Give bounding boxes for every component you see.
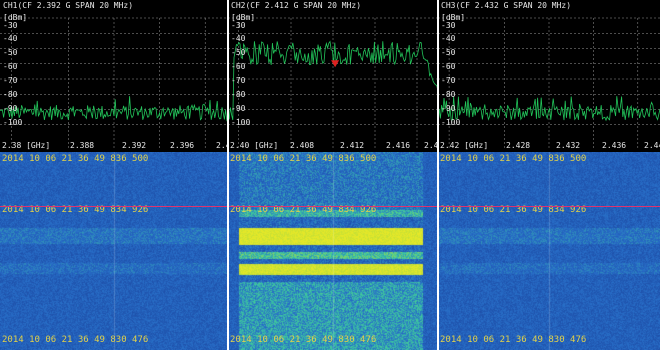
channel-header-ch3: CH3(CF 2.432 G SPAN 20 MHz) — [441, 1, 572, 10]
timestamp-top: 2014 10 06 21 36 49 836 500 — [440, 154, 587, 164]
y-tick-label: -80 — [441, 90, 456, 99]
y-tick-label: -30 — [3, 21, 18, 30]
spectrum-trace-ch3 — [438, 17, 660, 148]
y-tick-label: -40 — [231, 34, 246, 43]
spectrum-trace-line — [228, 40, 438, 121]
channel-panel-ch3: CH3(CF 2.432 G SPAN 20 MHz) [dBm] -30 -4… — [438, 0, 660, 350]
channel-panel-ch1: CH1(CF 2.392 G SPAN 20 MHz) [dBm] -30 -4… — [0, 0, 228, 350]
channel-header-ch2: CH2(CF 2.412 G SPAN 20 MHz) — [231, 1, 362, 10]
timestamp-top: 2014 10 06 21 36 49 836 500 — [2, 154, 149, 164]
y-tick-label: -90 — [3, 104, 18, 113]
y-tick-label: -70 — [441, 76, 456, 85]
x-tick-label: 2.408 — [290, 141, 315, 150]
waterfall-ch1[interactable]: 2014 10 06 21 36 49 836 500 2014 10 06 2… — [0, 152, 228, 350]
y-tick-label: -60 — [231, 62, 246, 71]
timestamp-middle: 2014 10 06 21 36 49 834 926 — [2, 205, 149, 215]
waterfall-canvas-ch2 — [228, 152, 438, 350]
x-tick-label: 2.412 — [340, 141, 365, 150]
y-unit-label: [dBm] — [3, 13, 28, 22]
timestamp-bottom: 2014 10 06 21 36 49 830 476 — [2, 335, 149, 345]
channel-header-ch1: CH1(CF 2.392 G SPAN 20 MHz) — [3, 1, 134, 10]
spectrum-trace-line — [438, 96, 660, 122]
x-tick-label: 2.42 [GHz] — [440, 141, 489, 150]
y-unit-label: [dBm] — [441, 13, 466, 22]
y-unit-label: [dBm] — [231, 13, 256, 22]
y-tick-label: -90 — [441, 104, 456, 113]
waterfall-reference-line — [0, 206, 660, 207]
x-tick-label: 2.38 [GHz] — [2, 141, 51, 150]
waterfall-ch2[interactable]: 2014 10 06 21 36 49 836 500 2014 10 06 2… — [228, 152, 438, 350]
y-tick-label: -40 — [441, 34, 456, 43]
y-tick-label: -100 — [231, 118, 251, 127]
x-tick-label: 2.416 — [386, 141, 411, 150]
timestamp-middle: 2014 10 06 21 36 49 834 926 — [230, 205, 377, 215]
y-tick-label: -70 — [231, 76, 246, 85]
y-tick-label: -80 — [231, 90, 246, 99]
spectrum-plot-ch1[interactable]: CH1(CF 2.392 G SPAN 20 MHz) [dBm] -30 -4… — [0, 0, 228, 152]
spectrum-trace-line — [0, 96, 228, 122]
x-tick-label: 2.432 — [556, 141, 581, 150]
waterfall-ch3[interactable]: 2014 10 06 21 36 49 836 500 2014 10 06 2… — [438, 152, 660, 350]
panel-divider — [227, 0, 229, 350]
timestamp-bottom: 2014 10 06 21 36 49 830 476 — [230, 335, 377, 345]
y-tick-label: -50 — [231, 48, 246, 57]
y-tick-label: -60 — [3, 62, 18, 71]
y-tick-label: -100 — [3, 118, 23, 127]
timestamp-top: 2014 10 06 21 36 49 836 500 — [230, 154, 377, 164]
peak-marker-icon[interactable] — [331, 60, 340, 68]
y-tick-label: -50 — [441, 48, 456, 57]
x-tick-label: 2.428 — [506, 141, 531, 150]
spectrum-plot-ch3[interactable]: CH3(CF 2.432 G SPAN 20 MHz) [dBm] -30 -4… — [438, 0, 660, 152]
waterfall-canvas-ch3 — [438, 152, 660, 350]
x-tick-label: 2.4 — [216, 141, 228, 150]
spectrum-trace-ch2 — [228, 17, 438, 148]
spectrum-plot-ch2[interactable]: CH2(CF 2.412 G SPAN 20 MHz) [dBm] -30 -4… — [228, 0, 438, 152]
x-tick-label: 2.392 — [122, 141, 147, 150]
x-tick-label: 2.388 — [70, 141, 95, 150]
y-tick-label: -60 — [441, 62, 456, 71]
y-tick-label: -30 — [231, 21, 246, 30]
y-tick-label: -100 — [441, 118, 461, 127]
x-tick-label: 2.44 — [644, 141, 660, 150]
x-tick-label: 2.436 — [602, 141, 627, 150]
y-tick-label: -80 — [3, 90, 18, 99]
timestamp-bottom: 2014 10 06 21 36 49 830 476 — [440, 335, 587, 345]
channel-panel-ch2: CH2(CF 2.412 G SPAN 20 MHz) [dBm] -30 -4… — [228, 0, 438, 350]
y-tick-label: -50 — [3, 48, 18, 57]
y-tick-label: -40 — [3, 34, 18, 43]
y-tick-label: -90 — [231, 104, 246, 113]
x-tick-label: 2.396 — [170, 141, 195, 150]
waterfall-canvas-ch1 — [0, 152, 228, 350]
y-tick-label: -30 — [441, 21, 456, 30]
x-tick-label: 2.40 [GHz] — [230, 141, 279, 150]
timestamp-middle: 2014 10 06 21 36 49 834 926 — [440, 205, 587, 215]
x-tick-label: 2.42 — [424, 141, 438, 150]
spectrum-trace-ch1 — [0, 17, 228, 148]
y-tick-label: -70 — [3, 76, 18, 85]
panel-divider — [437, 0, 439, 350]
